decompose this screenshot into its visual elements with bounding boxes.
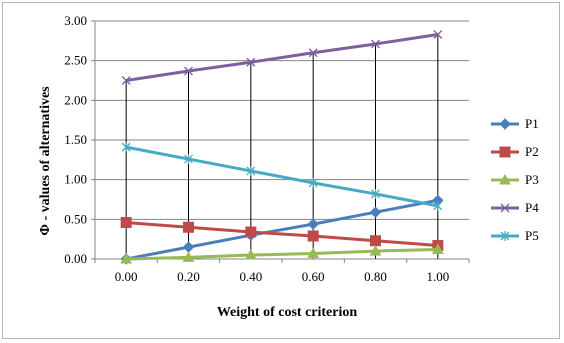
series-p1-line <box>125 198 439 261</box>
series-p3-point <box>431 243 444 254</box>
series-p3-point <box>369 245 382 256</box>
legend-p4-label: P4 <box>525 200 539 215</box>
x-tick-label: 0.40 <box>239 269 262 284</box>
series-p1-point <box>369 206 382 218</box>
legend-p1-label: P1 <box>525 116 539 131</box>
chart-frame: 0.00 0.50 1.00 1.50 2.00 2.50 3.00 0.00 0.20 0.40… <box>2 2 560 339</box>
legend-p5-label: P5 <box>525 228 539 243</box>
series-p4-point <box>121 76 131 85</box>
legend-p3-label: P3 <box>525 172 539 187</box>
series-p3-point-shape <box>431 243 444 254</box>
series-p3-point-shape <box>244 249 257 260</box>
series-p5-point-shape <box>184 154 193 165</box>
x-tick-label: 0.60 <box>302 269 325 284</box>
series-p5-point-shape <box>246 165 256 176</box>
series-p3-line <box>126 247 438 261</box>
series-p2-point <box>307 230 319 242</box>
series-p5-point <box>184 154 193 165</box>
series-p5-point-shape <box>121 142 131 153</box>
series-p5-point <box>308 177 318 188</box>
legend-p2-label: P2 <box>525 144 539 159</box>
series-p4-point-shape <box>308 48 318 58</box>
series-p4-point-shape <box>433 30 443 39</box>
legend-p1-marker-shape <box>499 118 511 130</box>
legend-p4-marker <box>500 203 510 213</box>
series-p1-point-shape <box>369 206 382 218</box>
legend-p4-marker-shape <box>500 203 510 213</box>
series-p3-point <box>120 252 133 264</box>
series-p4-point-shape <box>371 39 380 49</box>
series-p5-point-shape <box>371 188 380 199</box>
series-p2-point-shape <box>183 221 194 233</box>
series-p5-point <box>433 200 443 211</box>
series-p3-point-shape <box>120 252 133 264</box>
series-p3-point-shape <box>307 247 320 258</box>
series-p5-line <box>125 145 439 208</box>
y-tick-label: 1.50 <box>64 132 87 147</box>
series-p2-point <box>183 221 194 233</box>
series-p2-point-shape <box>245 226 257 238</box>
legend-p2-marker <box>499 146 511 158</box>
legend-p5-marker-shape <box>500 231 510 241</box>
x-tick-label: 0.80 <box>364 269 387 284</box>
series-p3-point <box>307 247 320 258</box>
legend-p1-marker <box>499 118 511 130</box>
series-p3-point-shape <box>369 245 382 256</box>
series-p4-point <box>308 48 318 58</box>
series-p5-point <box>246 165 256 176</box>
y-tick-label: 1.00 <box>64 172 87 187</box>
series-p2-point-shape <box>307 230 319 242</box>
y-tick-label: 0.50 <box>64 211 87 226</box>
series-p2-line <box>126 221 438 248</box>
series-p2-point-shape <box>370 235 381 247</box>
x-tick-label: 0.20 <box>177 269 200 284</box>
series-p4-point-shape <box>184 66 193 76</box>
series-p4-point <box>433 30 443 39</box>
series-p4-line <box>125 33 439 82</box>
series-p2-point <box>245 226 257 238</box>
series-p1-point-shape <box>307 218 319 230</box>
series-p4-point-shape <box>246 57 256 67</box>
series-p4-point <box>184 66 193 76</box>
y-tick-label: 2.50 <box>64 53 87 68</box>
legend-p2-marker-shape <box>499 146 511 158</box>
y-tick-label: 0.00 <box>64 251 87 266</box>
series-p2-point <box>370 235 381 247</box>
series-p3-point-shape <box>182 251 195 262</box>
x-axis-title: Weight of cost criterion <box>217 305 358 320</box>
series-p3-point <box>182 251 195 262</box>
series-p5-point <box>371 188 380 199</box>
series-p5-point-shape <box>433 200 443 211</box>
y-axis-title: Φ - values of alternatives <box>38 86 53 236</box>
series-p5-point <box>121 142 131 153</box>
line-chart: 0.00 0.50 1.00 1.50 2.00 2.50 3.00 0.00 0.20 0.40… <box>38 13 539 320</box>
series-p3-point <box>244 249 257 260</box>
series-p5-point-shape <box>308 177 318 188</box>
legend-p3-marker <box>499 173 511 185</box>
x-tick-label: 1.00 <box>426 269 449 284</box>
series-p1-point <box>307 218 319 230</box>
y-tick-label: 3.00 <box>64 13 87 28</box>
legend-p3-marker-shape <box>499 173 511 185</box>
legend-p5-marker <box>500 231 510 241</box>
series-p4-point <box>371 39 380 49</box>
series-p1-point-shape <box>182 241 195 253</box>
series-p4-point-shape <box>121 76 131 85</box>
y-tick-label: 2.00 <box>64 92 87 107</box>
x-tick-label: 0.00 <box>115 269 138 284</box>
series-p2-point <box>120 217 132 229</box>
series-p4-point <box>246 57 256 67</box>
series-p2-point-shape <box>120 217 132 229</box>
series-p1-point <box>182 241 195 253</box>
